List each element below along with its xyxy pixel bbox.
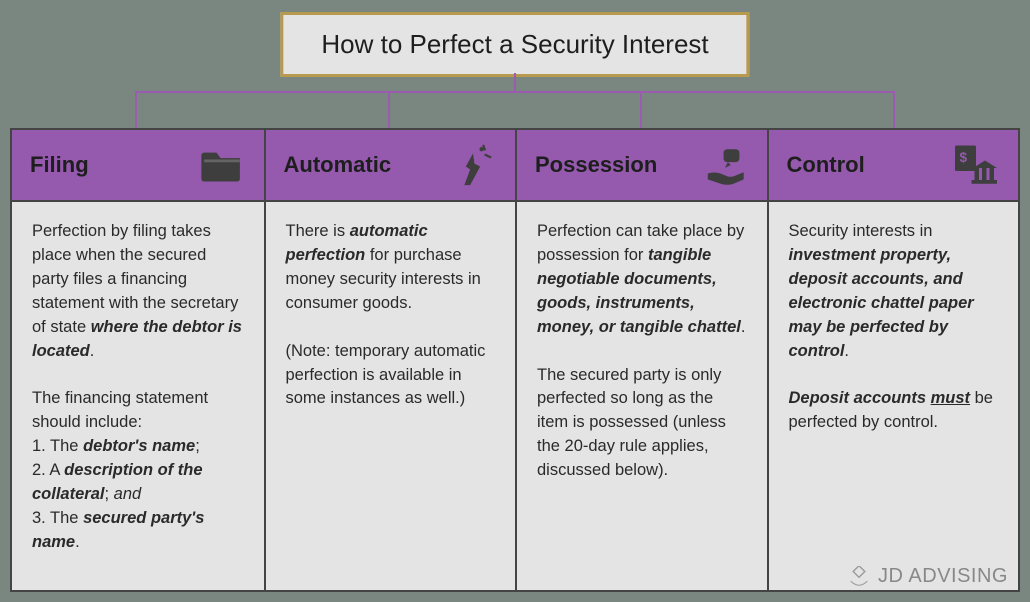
snap-icon — [449, 141, 497, 189]
watermark: JD ADVISING — [848, 565, 1008, 588]
column-body-automatic: There is automatic perfection for purcha… — [266, 202, 516, 590]
column-body-control: Security interests in investment propert… — [769, 202, 1019, 590]
column-filing: Filing Perfection by filing takes place … — [12, 130, 264, 590]
column-automatic: Automatic There is automatic perfection … — [264, 130, 516, 590]
column-control: Control $ Security interests in investme… — [767, 130, 1019, 590]
column-header-automatic: Automatic — [266, 130, 516, 202]
column-header-label: Filing — [30, 152, 89, 178]
column-header-label: Possession — [535, 152, 657, 178]
column-header-control: Control $ — [769, 130, 1019, 202]
watermark-text: JD ADVISING — [878, 565, 1008, 588]
columns-container: Filing Perfection by filing takes place … — [10, 128, 1020, 592]
folder-icon — [198, 141, 246, 189]
column-header-label: Control — [787, 152, 865, 178]
page-title: How to Perfect a Security Interest — [280, 12, 749, 77]
column-header-label: Automatic — [284, 152, 392, 178]
column-header-filing: Filing — [12, 130, 264, 202]
connector-lines — [10, 73, 1020, 131]
hand-icon — [701, 141, 749, 189]
column-body-possession: Perfection can take place by possession … — [517, 202, 767, 590]
svg-text:$: $ — [960, 150, 968, 165]
column-header-possession: Possession — [517, 130, 767, 202]
column-body-filing: Perfection by filing takes place when th… — [12, 202, 264, 590]
bank-icon: $ — [952, 141, 1000, 189]
column-possession: Possession Perfection can take place by … — [515, 130, 767, 590]
diamond-icon — [848, 566, 870, 588]
